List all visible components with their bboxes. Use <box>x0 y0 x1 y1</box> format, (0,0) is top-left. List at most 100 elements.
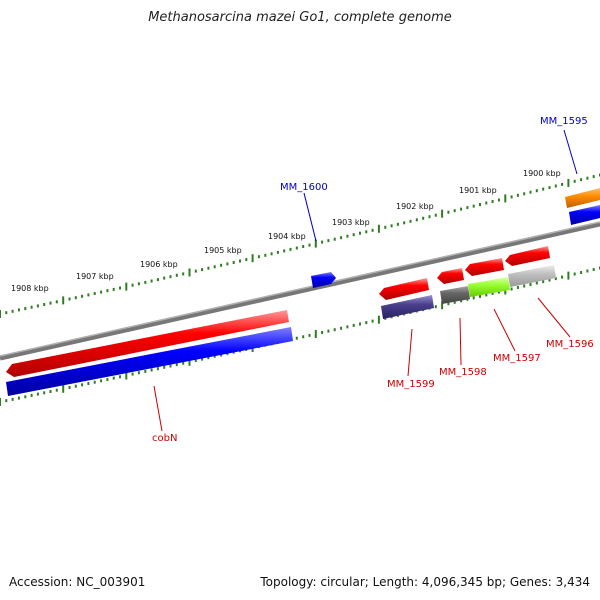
scale-tick <box>371 228 374 232</box>
feature-blue-right[interactable] <box>569 205 600 225</box>
scale-tick <box>472 204 475 208</box>
feature-mm1595[interactable] <box>565 188 600 208</box>
scale-tick <box>580 178 583 182</box>
scale-tick <box>321 240 324 244</box>
feature-red-arrow[interactable] <box>465 258 504 276</box>
feature-mm1600[interactable] <box>311 272 336 288</box>
gene-label-mm1596[interactable]: MM_1596 <box>546 339 594 350</box>
scale-tick <box>523 284 526 288</box>
scale-tick <box>340 326 343 330</box>
leader-line <box>407 328 413 377</box>
feature-red-arrow[interactable] <box>437 268 464 284</box>
scale-tick <box>529 190 532 194</box>
feature-mm1596[interactable] <box>508 265 556 287</box>
gene-label-cobn[interactable]: cobN <box>152 433 177 444</box>
scale-tick <box>308 243 311 247</box>
scale-tick <box>428 215 431 219</box>
scale-tick <box>119 286 121 290</box>
leader-line <box>153 385 163 432</box>
scale-tick <box>523 192 526 196</box>
scale-tick <box>554 184 557 188</box>
gene-label-mm1600[interactable]: MM_1600 <box>280 182 328 193</box>
scale-tick <box>554 277 557 281</box>
scale-tick <box>81 383 84 387</box>
scale-tick <box>434 305 437 309</box>
scale-tick <box>447 210 450 214</box>
map-title: Methanosarcina mazei Go1, complete genom… <box>148 10 452 25</box>
scale-tick <box>485 293 488 297</box>
scale-tick <box>510 195 513 199</box>
scale-tick <box>327 239 330 243</box>
feature-mm1598[interactable] <box>440 286 470 304</box>
gene-label-mm1598[interactable]: MM_1598 <box>439 367 487 378</box>
scale-tick <box>182 272 185 276</box>
kbp-label: 1902 kbp <box>396 202 434 211</box>
scale-tick <box>516 286 519 289</box>
scale-tick <box>548 186 551 190</box>
scale-tick <box>68 297 71 301</box>
scale-tick <box>24 395 27 399</box>
scale-tick <box>74 296 77 300</box>
scale-tick <box>163 276 166 280</box>
scale-tick <box>289 247 292 251</box>
gene-label-mm1599[interactable]: MM_1599 <box>387 379 435 390</box>
scale-tick <box>422 216 425 220</box>
feature-red-arrow[interactable] <box>379 278 429 300</box>
scale-tick <box>5 399 8 403</box>
scale-tick <box>365 230 368 234</box>
feature-red-arrow[interactable] <box>505 246 550 266</box>
scale-tick <box>302 245 305 248</box>
scale-tick <box>156 278 159 282</box>
scale-tick <box>535 189 538 193</box>
scale-tick <box>188 268 191 277</box>
scale-tick <box>175 273 178 277</box>
scale-tick <box>497 290 500 294</box>
scale-tick <box>535 281 538 285</box>
scale-tick <box>62 296 65 305</box>
scale-tick <box>441 209 444 218</box>
genome-backbone <box>0 221 600 361</box>
scale-tick <box>106 289 109 293</box>
scale-tick <box>396 222 399 226</box>
scale-tick <box>453 209 456 213</box>
scale-tick <box>93 292 96 295</box>
scale-tick <box>264 253 267 257</box>
scale-tick <box>573 179 576 183</box>
gene-label-mm1595[interactable]: MM_1595 <box>540 116 588 127</box>
scale-tick <box>479 294 481 298</box>
scale-tick <box>137 371 140 375</box>
kbp-label: 1901 kbp <box>459 186 497 195</box>
scale-tick <box>112 376 115 380</box>
scale-tick <box>119 375 121 379</box>
scale-tick <box>586 269 589 273</box>
kbp-label: 1908 kbp <box>11 284 49 293</box>
scale-tick <box>580 271 583 274</box>
scale-tick <box>169 364 172 368</box>
feature-mm1597[interactable] <box>468 277 510 297</box>
genome-backbone-highlight <box>0 221 600 357</box>
feature-cobn[interactable] <box>6 327 293 396</box>
scale-tick <box>276 250 279 254</box>
scale-tick <box>137 282 140 286</box>
scale-tick <box>346 234 349 238</box>
feature-red-arrow[interactable] <box>6 310 289 377</box>
scale-tick <box>510 287 513 291</box>
scale-tick <box>150 368 153 372</box>
scale-tick <box>125 282 128 291</box>
kbp-label: 1907 kbp <box>76 272 114 281</box>
scale-tick <box>283 249 286 253</box>
scale-tick <box>55 300 58 304</box>
feature-mm1599[interactable] <box>381 295 434 319</box>
kbp-label: 1905 kbp <box>204 246 242 255</box>
scale-tick <box>314 330 317 338</box>
scale-tick <box>239 259 241 263</box>
scale-tick <box>87 382 90 385</box>
scale-tick <box>573 272 576 276</box>
gene-label-mm1597[interactable]: MM_1597 <box>493 353 541 364</box>
scale-tick <box>314 239 317 248</box>
scale-tick <box>131 283 134 287</box>
scale-tick <box>201 357 204 361</box>
scale-tick <box>542 187 545 191</box>
scale-tick <box>371 319 374 323</box>
